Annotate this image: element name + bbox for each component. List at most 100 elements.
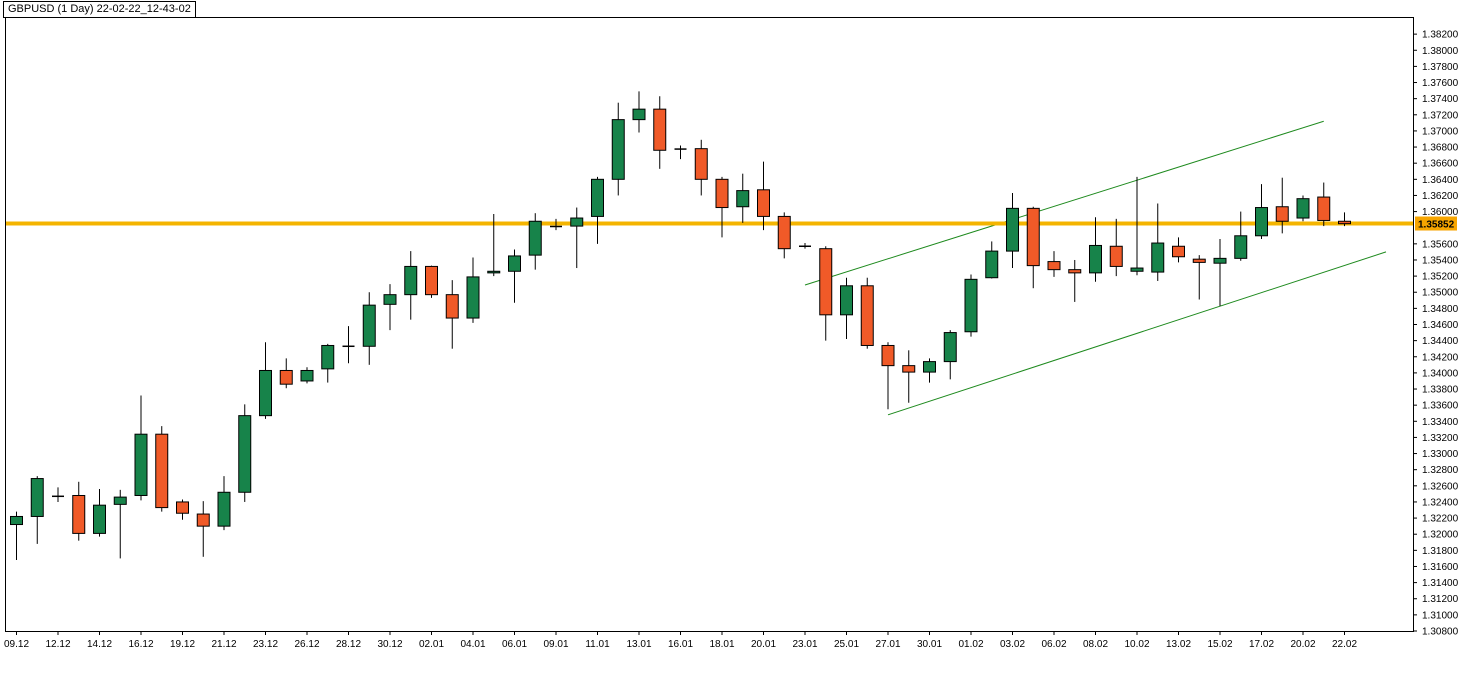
x-tick-label: 01.02 — [958, 639, 983, 650]
candle — [1213, 239, 1227, 306]
y-tick-label: 1.31400 — [1422, 578, 1459, 589]
candle-body — [591, 178, 604, 217]
x-tick-label: 27.01 — [875, 639, 900, 650]
x-tick-label: 16.01 — [668, 639, 693, 650]
y-tick-label: 1.36800 — [1422, 143, 1459, 154]
candle — [425, 265, 438, 298]
candle — [1192, 255, 1206, 300]
candle-body — [1089, 244, 1102, 274]
x-tick-label: 09.01 — [543, 639, 568, 650]
y-tick-label: 1.34200 — [1422, 352, 1459, 363]
candle-body — [1068, 269, 1082, 274]
y-tick-label: 1.32600 — [1422, 481, 1459, 492]
candle — [176, 499, 189, 520]
x-tick-label: 15.02 — [1207, 639, 1232, 650]
x-tick-label: 26.12 — [294, 639, 319, 650]
y-tick-label: 1.37000 — [1422, 126, 1459, 137]
x-tick-label: 02.01 — [419, 639, 444, 650]
y-tick-label: 1.36000 — [1422, 207, 1459, 218]
candle-body — [1213, 257, 1227, 264]
candle-body — [134, 433, 148, 496]
candle — [1089, 217, 1102, 282]
x-axis: 09.12 12.12 14.12 16.12 19.12 21.12 23.12 26.12… — [4, 631, 1357, 650]
x-tick-label: 06.02 — [1041, 639, 1066, 650]
candle-body — [362, 304, 376, 347]
candle-body — [508, 255, 521, 272]
y-tick-label: 1.32000 — [1422, 530, 1459, 541]
x-tick-label: 10.02 — [1124, 639, 1149, 650]
candle — [840, 277, 853, 340]
candle — [1255, 184, 1268, 240]
x-tick-label: 23.01 — [792, 639, 817, 650]
candle-body — [777, 215, 791, 250]
candle — [757, 161, 770, 231]
candle — [52, 487, 64, 502]
candle-body — [259, 369, 272, 417]
channel-line — [887, 251, 1387, 416]
candle — [10, 511, 23, 561]
current-price: 1.35852 — [6, 216, 1457, 231]
candle — [93, 489, 106, 537]
candle-body — [1172, 245, 1185, 258]
candle — [777, 212, 791, 259]
y-tick-label: 1.37600 — [1422, 78, 1459, 89]
candle-body — [1047, 261, 1061, 271]
current-price-label: 1.35852 — [1418, 220, 1455, 231]
candle-body — [632, 108, 646, 121]
candle — [238, 404, 252, 502]
candle — [1006, 193, 1019, 269]
candle-body — [487, 270, 501, 274]
candle — [1338, 212, 1351, 227]
candle — [591, 176, 604, 244]
x-tick-label: 30.01 — [917, 639, 942, 650]
y-tick-label: 1.34000 — [1422, 368, 1459, 379]
candle — [985, 241, 999, 279]
candle-body — [694, 148, 708, 180]
y-tick-label: 1.32800 — [1422, 465, 1459, 476]
candle-body — [445, 294, 459, 319]
candle — [964, 274, 978, 337]
x-tick-label: 03.02 — [1000, 639, 1025, 650]
y-tick-label: 1.36200 — [1422, 191, 1459, 202]
y-tick-label: 1.34400 — [1422, 336, 1459, 347]
y-tick-label: 1.33200 — [1422, 433, 1459, 444]
candle-body — [72, 494, 86, 534]
x-tick-label: 25.01 — [834, 639, 859, 650]
candle-body — [155, 433, 169, 509]
candle — [466, 257, 480, 323]
candle — [570, 207, 584, 269]
candle — [736, 173, 750, 223]
candle-body — [300, 369, 314, 382]
candle-body — [611, 119, 625, 180]
y-tick-label: 1.35400 — [1422, 255, 1459, 266]
candle — [1047, 251, 1061, 277]
candle-body — [570, 217, 584, 227]
candle — [383, 284, 397, 331]
candle — [632, 91, 646, 133]
candle-body — [528, 220, 542, 256]
x-tick-label: 23.12 — [253, 639, 278, 650]
candle-body — [964, 278, 978, 333]
candle — [445, 280, 459, 349]
y-tick-label: 1.36600 — [1422, 159, 1459, 170]
candle — [1172, 237, 1185, 263]
candle — [155, 426, 169, 512]
candle-body — [321, 344, 335, 370]
candle — [279, 358, 293, 389]
candle-body — [819, 248, 833, 316]
candle-body — [1026, 207, 1040, 267]
y-tick-label: 1.33000 — [1422, 449, 1459, 460]
candle — [694, 139, 708, 196]
candle-body — [279, 369, 293, 385]
y-tick-label: 1.37400 — [1422, 94, 1459, 105]
x-tick-label: 09.12 — [4, 639, 29, 650]
candle — [715, 176, 729, 238]
candle — [342, 326, 355, 364]
candle-body — [466, 276, 480, 319]
candle — [72, 481, 86, 541]
candle-body — [902, 365, 916, 373]
y-tick-label: 1.35200 — [1422, 272, 1459, 283]
candle — [799, 243, 811, 249]
candle — [674, 145, 687, 160]
